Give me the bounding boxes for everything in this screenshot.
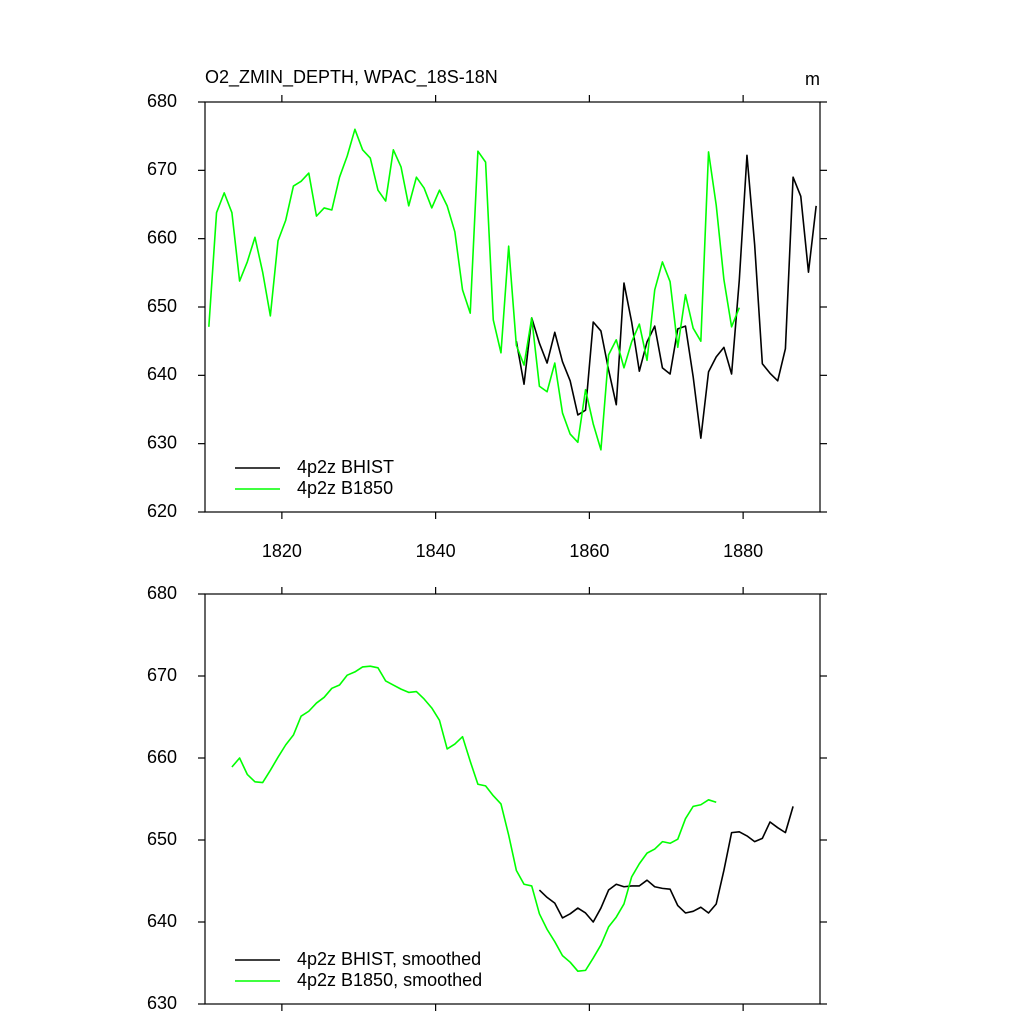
legend-label: 4p2z BHIST — [297, 457, 394, 477]
x-tick-label: 1860 — [569, 541, 609, 561]
legend-label: 4p2z B1850, smoothed — [297, 970, 482, 990]
y-tick-label: 680 — [147, 91, 177, 111]
x-tick-label: 1880 — [723, 541, 763, 561]
plot-frame — [204, 593, 821, 1005]
legend-label: 4p2z BHIST, smoothed — [297, 949, 481, 969]
chart-title: O2_ZMIN_DEPTH, WPAC_18S-18N — [205, 67, 498, 88]
y-tick-label: 650 — [147, 296, 177, 316]
y-tick-label: 640 — [147, 364, 177, 384]
data-line — [538, 806, 794, 923]
y-tick-label: 620 — [147, 501, 177, 521]
y-tick-label: 660 — [147, 227, 177, 247]
y-tick-label: 640 — [147, 911, 177, 931]
data-line — [231, 665, 717, 972]
y-tick-label: 630 — [147, 993, 177, 1013]
y-tick-label: 680 — [147, 583, 177, 603]
x-tick-label: 1820 — [262, 541, 302, 561]
data-line — [208, 128, 741, 451]
y-tick-label: 630 — [147, 432, 177, 452]
y-tick-label: 650 — [147, 829, 177, 849]
y-tick-label: 660 — [147, 747, 177, 767]
data-line — [515, 154, 817, 439]
x-tick-label: 1840 — [416, 541, 456, 561]
y-tick-label: 670 — [147, 159, 177, 179]
legend-label: 4p2z B1850 — [297, 478, 393, 498]
units-label: m — [805, 69, 820, 89]
y-tick-label: 670 — [147, 665, 177, 685]
